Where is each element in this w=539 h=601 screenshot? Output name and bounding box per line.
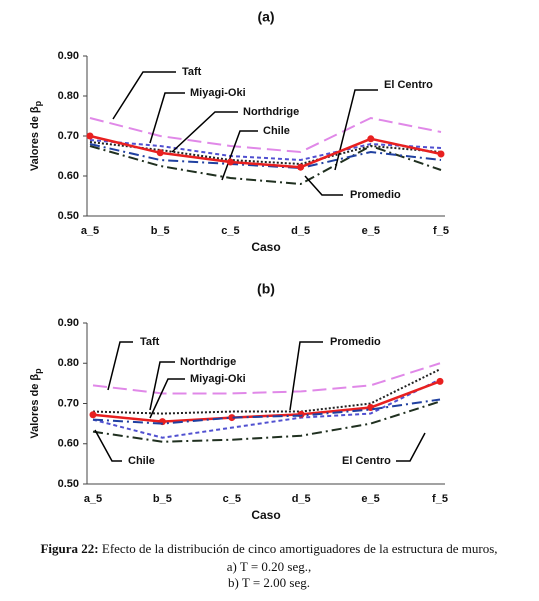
x-tick-label: f_5 — [432, 493, 448, 505]
series-line — [89, 116, 442, 154]
caption-label: Figura 22: — [40, 541, 98, 556]
leader-line — [304, 175, 343, 196]
leader-line — [221, 130, 258, 181]
series-line — [92, 398, 441, 425]
y-tick-label: 0.80 — [58, 357, 79, 369]
series-label: El Centro — [384, 79, 433, 91]
chart: (b) 0.50 0.60 0.70 0.80 0.90 a_5 b_5 c_5 d_5 e_5 f_… — [29, 281, 448, 522]
leader-line — [171, 111, 238, 153]
chart-title: (b) — [257, 281, 275, 297]
chart-title: (a) — [257, 9, 274, 25]
x-tick-label: b_5 — [151, 225, 170, 237]
series-label: El Centro — [342, 455, 391, 467]
leader-line — [334, 89, 378, 171]
point — [297, 410, 305, 418]
point — [89, 411, 97, 419]
y-tick-label: 0.70 — [58, 130, 79, 142]
series-line — [89, 139, 442, 162]
y-axis-label-main: Valores de β — [29, 374, 41, 439]
series-line — [89, 134, 442, 169]
y-axis-label: Valores de βp — [29, 368, 43, 439]
x-tick-label: c_5 — [223, 493, 241, 505]
y-tick-label: 0.50 — [58, 210, 79, 222]
series-label: Taft — [182, 66, 202, 78]
chart: (a) 0.50 0.60 0.70 0.80 0.90 a_5 b_5 c_5 d_5 e_5 f_… — [29, 9, 449, 254]
series-label: Miyagi-Oki — [190, 87, 246, 99]
point — [228, 414, 236, 422]
series-label: Taft — [140, 336, 160, 348]
series-line — [89, 144, 442, 186]
point — [297, 163, 305, 171]
caption-line: b) T = 2.00 seg. — [228, 575, 310, 590]
x-tick-label: e_5 — [361, 493, 379, 505]
series-line — [92, 368, 441, 415]
series-line — [89, 143, 442, 170]
caption: Figura 22: Efecto de la distribución de … — [40, 541, 497, 556]
point — [86, 132, 94, 140]
series-label: Promedio — [350, 189, 401, 201]
y-tick-label: 0.90 — [58, 50, 79, 62]
leader-line — [94, 429, 122, 462]
series-label: Miyagi-Oki — [190, 373, 246, 385]
y-axis-label: Valores de βp — [29, 100, 43, 171]
y-tick-label: 0.50 — [58, 478, 79, 490]
y-axis-label-main: Valores de β — [29, 106, 41, 171]
series-line — [92, 400, 441, 443]
series-line — [92, 378, 441, 439]
y-tick-label: 0.60 — [58, 438, 79, 450]
y-tick-label: 0.70 — [58, 397, 79, 409]
series-label: Chile — [128, 455, 155, 467]
x-tick-label: a_5 — [84, 493, 102, 505]
x-tick-label: d_5 — [292, 493, 311, 505]
x-tick-label: b_5 — [153, 493, 172, 505]
point — [156, 149, 164, 157]
x-axis-label: Caso — [251, 508, 280, 522]
y-axis-label-sub: p — [33, 368, 43, 374]
caption-line: a) T = 0.20 seg., — [227, 559, 311, 574]
point — [436, 377, 444, 385]
x-tick-label: d_5 — [291, 225, 310, 237]
x-tick-label: a_5 — [81, 225, 99, 237]
series-label: Promedio — [330, 336, 381, 348]
leader-line — [396, 432, 426, 462]
series-line — [92, 380, 441, 423]
y-axis-label-sub: p — [33, 100, 43, 106]
series-line — [92, 362, 441, 395]
leader-line — [149, 378, 185, 419]
leader-line — [289, 341, 323, 411]
caption-text: Efecto de la distribución de cinco amort… — [102, 541, 498, 556]
x-tick-label: f_5 — [433, 225, 449, 237]
leader-line — [107, 341, 133, 391]
x-tick-label: c_5 — [221, 225, 239, 237]
leader-line — [112, 71, 176, 120]
point — [367, 135, 375, 143]
series-line — [89, 141, 442, 166]
leader-line — [149, 92, 185, 144]
x-tick-label: e_5 — [362, 225, 380, 237]
x-axis-label: Caso — [251, 240, 280, 254]
series-label: Northdrige — [180, 356, 236, 368]
leader-line — [149, 361, 175, 411]
series-label: Northdrige — [243, 106, 299, 118]
y-tick-label: 0.60 — [58, 170, 79, 182]
point — [226, 158, 234, 166]
y-tick-label: 0.90 — [58, 317, 79, 329]
point — [437, 150, 445, 158]
y-tick-label: 0.80 — [58, 90, 79, 102]
series-label: Chile — [263, 125, 290, 137]
